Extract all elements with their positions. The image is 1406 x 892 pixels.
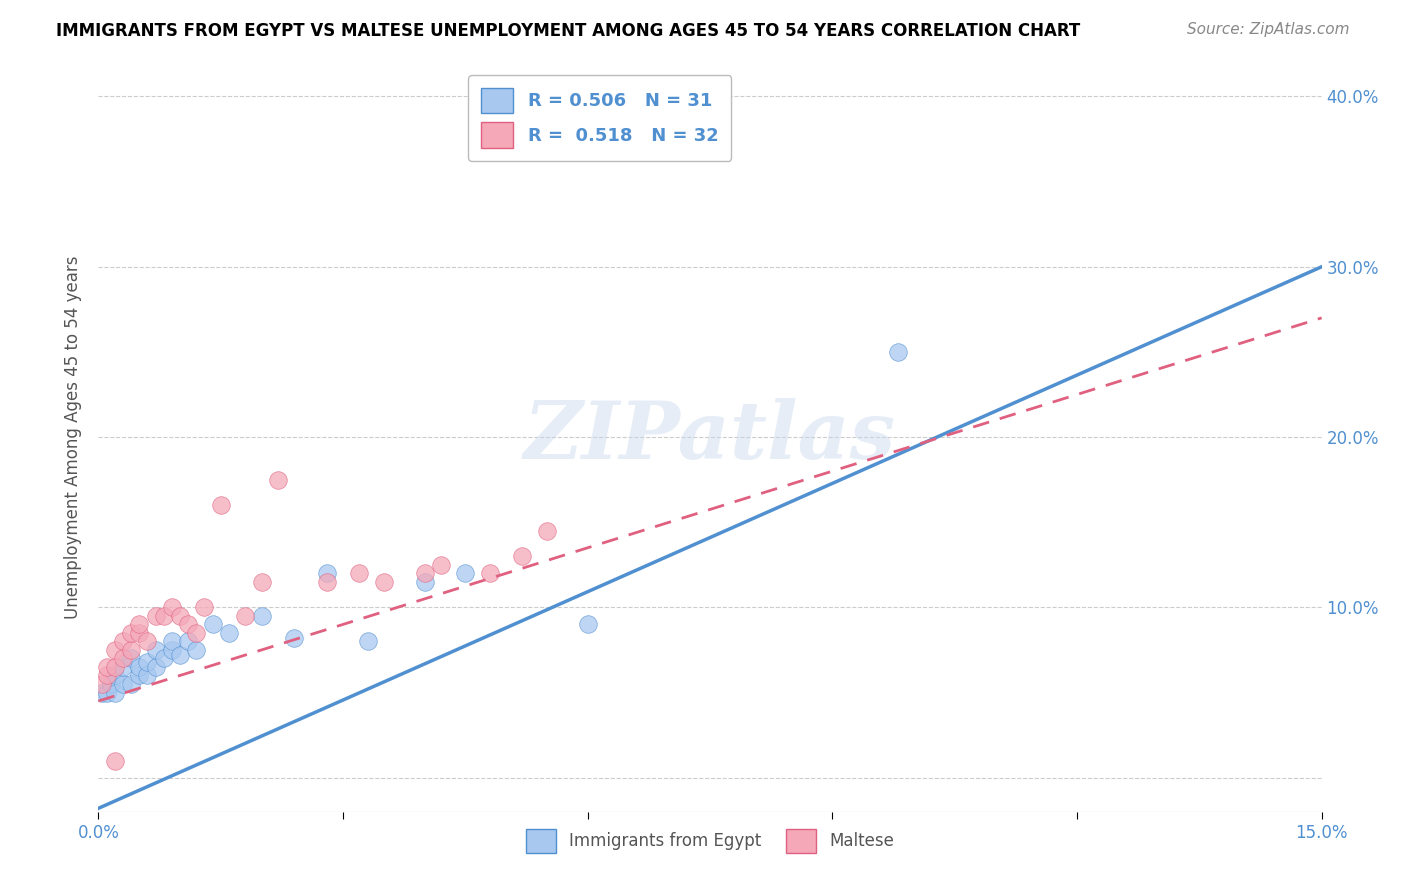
Point [104, 754, 127, 768]
Point [160, 600, 183, 615]
Point [250, 574, 273, 589]
Point [91, 677, 114, 691]
Y-axis label: Unemployment Among Ages 45 to 54 years: Unemployment Among Ages 45 to 54 years [65, 255, 83, 619]
Point [512, 549, 534, 564]
Point [218, 626, 240, 640]
Point [104, 668, 127, 682]
Point [177, 634, 200, 648]
Point [104, 685, 127, 699]
Point [145, 608, 167, 623]
Point [536, 524, 558, 538]
Point [315, 566, 337, 581]
Point [111, 660, 134, 674]
Point [96, 685, 118, 699]
Point [128, 660, 150, 674]
Text: ZIPatlas: ZIPatlas [524, 399, 896, 475]
Point [120, 643, 142, 657]
Point [413, 574, 436, 589]
Point [576, 617, 599, 632]
Point [91, 685, 114, 699]
Point [128, 668, 150, 682]
Point [160, 634, 183, 648]
Point [104, 643, 127, 657]
Point [111, 651, 134, 665]
Point [250, 608, 273, 623]
Point [430, 558, 453, 572]
Point [145, 660, 167, 674]
Point [160, 643, 183, 657]
Point [100, 677, 122, 691]
Point [356, 634, 378, 648]
Point [96, 668, 118, 682]
Point [454, 566, 477, 581]
Point [478, 566, 501, 581]
Legend: Immigrants from Egypt, Maltese: Immigrants from Egypt, Maltese [519, 822, 901, 860]
Point [104, 660, 127, 674]
Point [209, 498, 232, 512]
Point [233, 608, 256, 623]
Point [145, 643, 167, 657]
Text: IMMIGRANTS FROM EGYPT VS MALTESE UNEMPLOYMENT AMONG AGES 45 TO 54 YEARS CORRELAT: IMMIGRANTS FROM EGYPT VS MALTESE UNEMPLO… [56, 22, 1080, 40]
Text: Source: ZipAtlas.com: Source: ZipAtlas.com [1187, 22, 1350, 37]
Point [349, 566, 371, 581]
Point [283, 631, 305, 645]
Point [120, 626, 142, 640]
Point [136, 668, 159, 682]
Point [111, 634, 134, 648]
Point [169, 608, 191, 623]
Point [128, 626, 150, 640]
Point [120, 677, 142, 691]
Point [201, 617, 224, 632]
Point [186, 643, 208, 657]
Point [152, 651, 174, 665]
Point [177, 617, 200, 632]
Point [186, 626, 208, 640]
Point [315, 574, 337, 589]
Point [413, 566, 436, 581]
Point [96, 660, 118, 674]
Point [136, 634, 159, 648]
Point [136, 655, 159, 669]
Point [128, 617, 150, 632]
Point [373, 574, 395, 589]
Point [169, 648, 191, 662]
Point [267, 473, 290, 487]
Point [111, 677, 134, 691]
Point [886, 345, 908, 359]
Point [193, 600, 215, 615]
Point [120, 651, 142, 665]
Point [152, 608, 174, 623]
